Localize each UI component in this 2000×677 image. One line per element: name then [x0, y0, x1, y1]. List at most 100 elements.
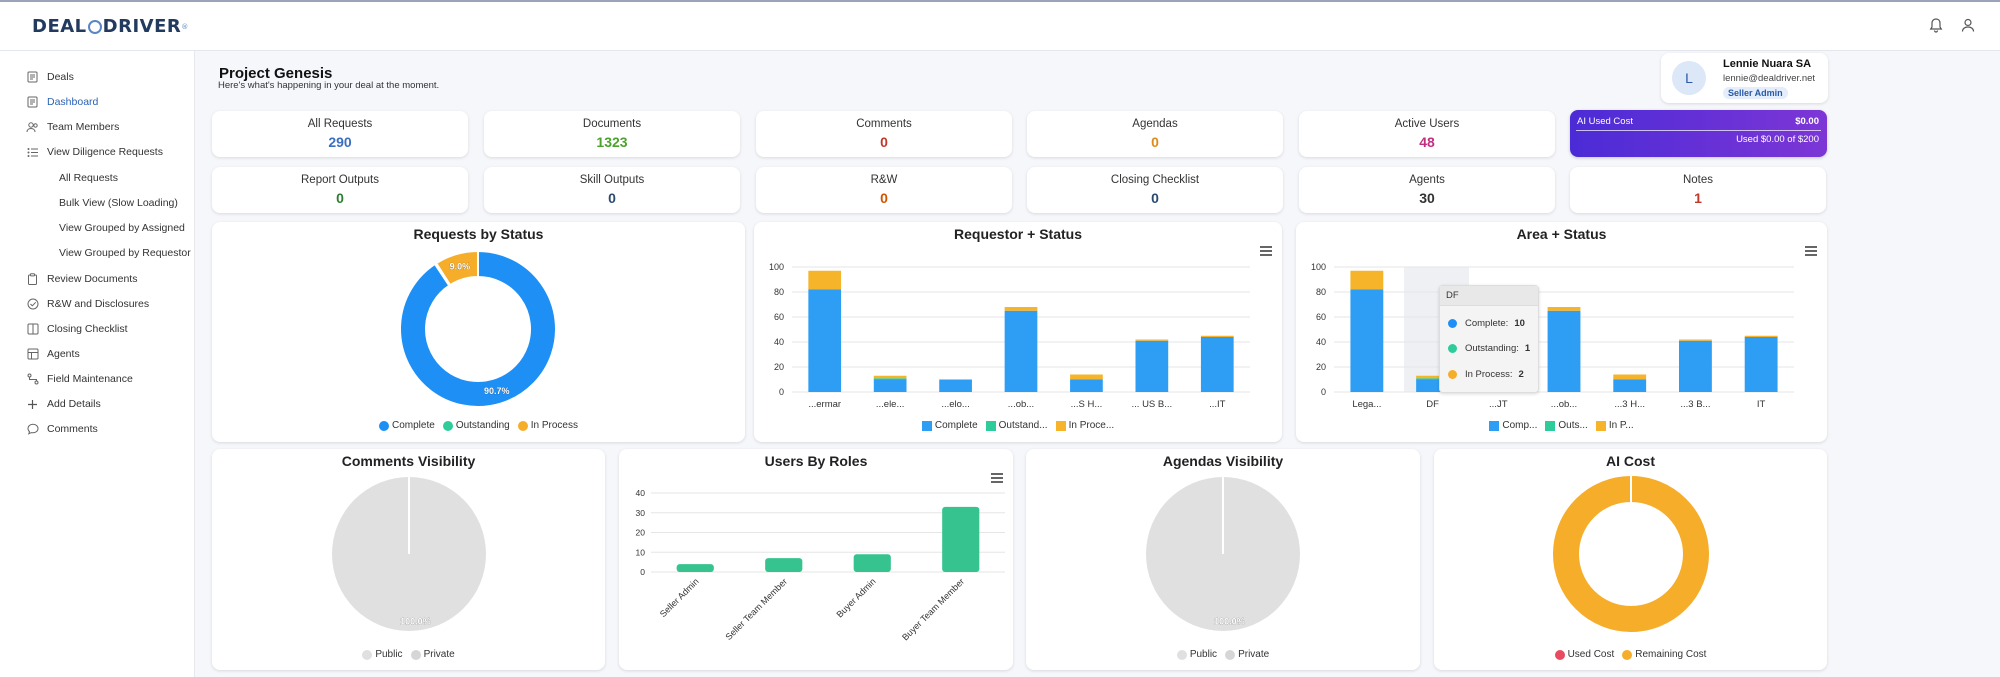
- legend-item[interactable]: In Process: [517, 420, 578, 431]
- x-tick-label: ...JT: [1489, 399, 1508, 410]
- sidebar-subitem-all-requests[interactable]: All Requests: [59, 168, 118, 188]
- stat-card-skill-outputs[interactable]: Skill Outputs 0: [484, 167, 740, 213]
- y-tick-label: 40: [636, 488, 646, 498]
- chart-users-by-roles: Users By Roles 0 10 20 30 40 Seller Admin Sell…: [619, 449, 1013, 670]
- sidebar-item-rw-disclosures[interactable]: R&W and Disclosures: [26, 294, 149, 314]
- bar-segment: [873, 379, 907, 392]
- plus-icon: [26, 398, 39, 411]
- legend-item[interactable]: Complete: [379, 420, 435, 431]
- legend-item[interactable]: Private: [1225, 649, 1269, 660]
- sidebar-item-label: R&W and Disclosures: [47, 298, 150, 310]
- legend-item[interactable]: Outstanding: [442, 420, 510, 431]
- legend-item[interactable]: Complete: [921, 420, 978, 431]
- x-tick-label: ...elo...: [941, 399, 970, 410]
- stat-card-notes[interactable]: Notes 1: [1570, 167, 1826, 213]
- stat-card-closing-checklist[interactable]: Closing Checklist 0: [1027, 167, 1283, 213]
- data-label: 90.7%: [484, 386, 510, 396]
- sidebar-subitem-grouped-by-assigned[interactable]: View Grouped by Assigned: [59, 218, 185, 238]
- sidebar-subitem-bulk-view[interactable]: Bulk View (Slow Loading): [59, 193, 178, 213]
- legend-swatch: [442, 420, 453, 431]
- stat-card-comments[interactable]: Comments 0: [756, 111, 1012, 157]
- sidebar-subitem-grouped-by-requestor[interactable]: View Grouped by Requestor: [59, 243, 191, 263]
- stat-card-all-requests[interactable]: All Requests 290: [212, 111, 468, 157]
- stat-card-agents[interactable]: Agents 30: [1299, 167, 1555, 213]
- x-tick-label: ...ob...: [1551, 399, 1577, 410]
- bar: [676, 564, 714, 572]
- legend-swatch: [1595, 420, 1606, 431]
- legend-item[interactable]: Remaining Cost: [1622, 649, 1706, 660]
- sidebar-item-agents[interactable]: Agents: [26, 344, 80, 364]
- document-icon: [26, 71, 39, 84]
- legend-item[interactable]: Outs...: [1545, 420, 1588, 431]
- legend-swatch: [1225, 649, 1236, 660]
- stat-card-active-users[interactable]: Active Users 48: [1299, 111, 1555, 157]
- sidebar-item-label: Field Maintenance: [47, 373, 133, 385]
- stat-label: Agendas: [1132, 118, 1178, 130]
- x-tick-label: Buyer Team Member: [900, 576, 966, 642]
- legend-label: Private: [423, 649, 455, 660]
- ai-used-cost-card[interactable]: AI Used Cost $0.00 Used $0.00 of $200: [1570, 110, 1827, 157]
- user-card[interactable]: L Lennie Nuara SA lennie@dealdriver.net …: [1661, 53, 1828, 103]
- legend-label: Outstand...: [998, 420, 1048, 431]
- legend-item[interactable]: Outstand...: [985, 420, 1048, 431]
- legend-item[interactable]: Public: [1176, 649, 1217, 660]
- legend-item[interactable]: Comp...: [1489, 420, 1537, 431]
- sidebar-item-team-members[interactable]: Team Members: [26, 117, 119, 137]
- bar-segment: [1744, 335, 1778, 337]
- tooltip-row-value: 1: [1524, 343, 1531, 354]
- stat-label: Notes: [1682, 174, 1714, 186]
- stat-card-agendas[interactable]: Agendas 0: [1027, 111, 1283, 157]
- stat-value: 0: [1151, 190, 1159, 206]
- legend-item[interactable]: In P...: [1595, 420, 1634, 431]
- chart-title: Requests by Status: [413, 226, 544, 242]
- y-tick-label: 100: [1311, 262, 1326, 272]
- legend-item[interactable]: Public: [362, 649, 403, 660]
- bar-segment: [1350, 270, 1384, 290]
- stat-card-rw[interactable]: R&W 0: [756, 167, 1012, 213]
- bar-segment: [1613, 374, 1647, 380]
- legend-item[interactable]: Private: [410, 649, 455, 660]
- legend-swatch: [410, 649, 421, 660]
- legend-swatch: [1176, 649, 1187, 660]
- sidebar-item-label: View Diligence Requests: [47, 146, 163, 158]
- flow-icon: [26, 373, 39, 386]
- sidebar-subitem-label: Bulk View (Slow Loading): [59, 197, 178, 209]
- chart-legend: Complete Outstand... In Proce...: [754, 420, 1282, 434]
- legend-item[interactable]: In Proce...: [1055, 420, 1114, 431]
- sidebar-item-review-documents[interactable]: Review Documents: [26, 269, 137, 289]
- legend-swatch: [1545, 420, 1556, 431]
- sidebar-item-view-diligence-requests[interactable]: View Diligence Requests: [26, 142, 163, 162]
- legend-swatch: [985, 420, 996, 431]
- stat-value: 0: [880, 190, 888, 206]
- chart-menu-icon[interactable]: [991, 473, 1003, 485]
- requestor-status-svg: 0 20 40 60 80 100 ...ermar ...ele... ...elo.....…: [769, 262, 1250, 410]
- logo-text-right: DRIVER: [102, 16, 182, 37]
- users-icon: [26, 121, 39, 134]
- sidebar-item-label: Dashboard: [47, 96, 99, 108]
- ai-cost-svg: 100.0%: [1553, 476, 1709, 632]
- stat-card-report-outputs[interactable]: Report Outputs 0: [212, 167, 468, 213]
- chart-menu-icon[interactable]: [1805, 246, 1817, 258]
- sidebar-item-add-details[interactable]: Add Details: [26, 394, 101, 414]
- sidebar-item-comments[interactable]: Comments: [26, 419, 98, 439]
- sidebar-item-closing-checklist[interactable]: Closing Checklist: [26, 319, 128, 339]
- y-tick-label: 80: [1316, 287, 1326, 297]
- tooltip-row-in-process: In Process: 2: [1448, 369, 1524, 380]
- chart-legend: Public Private: [1026, 649, 1420, 663]
- legend-item[interactable]: Used Cost: [1554, 649, 1614, 660]
- bar-segment: [808, 289, 842, 392]
- dealdriver-logo[interactable]: DEAL DRIVER ®: [32, 16, 189, 37]
- chart-legend: Comp... Outs... In P...: [1296, 420, 1827, 434]
- sidebar-item-dashboard[interactable]: Dashboard: [26, 92, 98, 112]
- sidebar-item-field-maintenance[interactable]: Field Maintenance: [26, 369, 133, 389]
- sidebar-item-deals[interactable]: Deals: [26, 67, 74, 87]
- chart-menu-icon[interactable]: [1260, 246, 1272, 258]
- user-profile-icon[interactable]: [1960, 17, 1976, 38]
- list-icon: [26, 146, 39, 159]
- legend-swatch: [1622, 649, 1633, 660]
- chart-requestor-status: Requestor + Status 0 20 40 60 80 100 ...ermar.…: [754, 222, 1282, 442]
- legend-label: Remaining Cost: [1635, 649, 1707, 660]
- bell-icon[interactable]: [1928, 17, 1944, 38]
- users-by-roles-svg: 0 10 20 30 40 Seller Admin Seller Team Member B…: [636, 488, 1005, 642]
- stat-card-documents[interactable]: Documents 1323: [484, 111, 740, 157]
